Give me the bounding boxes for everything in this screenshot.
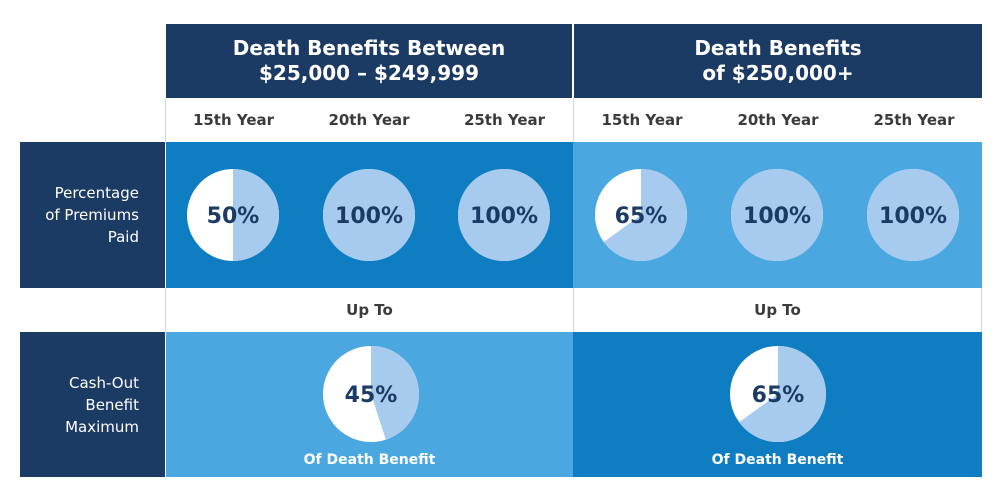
pie-slice [233,169,279,261]
year-label: 20th Year [328,111,410,129]
year-label: 25th Year [873,111,955,129]
pie-premiums-high-25: 100% [866,169,959,261]
row-label-cashout-line2: Benefit [85,395,139,414]
up-to-label-low: Up To [346,301,393,319]
pie-value-label: 45% [345,383,398,408]
up-to-label-high: Up To [754,301,801,319]
pie-value-label: 100% [743,204,811,229]
pie-slice [457,169,550,261]
group-header-low: Death Benefits Between $25,000 – $249,99… [166,24,572,98]
pie-slice [866,169,959,261]
pie-value-label: 100% [335,204,403,229]
row-label-premiums-line3: Paid [107,228,139,246]
group-header-high-line1: Death Benefits [694,36,862,60]
pie-slice [730,169,823,261]
pie-cashout-high: 65% [730,346,826,442]
divider-right-upto [981,288,982,332]
pie-value-label: 100% [879,204,947,229]
divider-middle-top [573,98,574,142]
year-label: 20th Year [737,111,819,129]
pie-cashout-low: 45% [323,346,419,442]
pie-premiums-high-15: 65% [595,169,687,261]
row-label-premiums-line2: of Premiums [45,206,139,224]
year-label: 15th Year [192,111,275,129]
divider-left-upto [165,288,166,332]
row-label-cashout-line3: Maximum [65,417,139,436]
group-header-low-line2: $25,000 – $249,999 [258,61,480,85]
pie-value-label: 65% [752,383,805,408]
group-header-high: Death Benefits of $250,000+ [574,24,982,98]
divider-left [165,98,166,142]
row-label-premiums-line1: Percentage [54,184,139,202]
row-label-premiums: Percentage of Premiums Paid [20,142,165,288]
row-label-cashout-line1: Cash-Out [68,373,139,392]
pie-premiums-low-25: 100% [457,169,550,261]
pie-slice [322,169,415,261]
pie-slice [739,346,826,442]
group-header-high-line2: of $250,000+ [702,61,854,85]
pie-slice [371,346,419,440]
divider-middle-upto [573,288,574,332]
pie-slice [603,169,687,261]
pie-value-label: 65% [615,204,668,229]
pie-premiums-high-20: 100% [730,169,823,261]
group-header-low-line1: Death Benefits Between [232,36,506,60]
cashout-caption-low: Of Death Benefit [303,452,436,468]
pie-value-label: 50% [207,204,260,229]
year-label: 25th Year [463,111,546,129]
row-label-cashout: Cash-Out Benefit Maximum [20,332,165,477]
year-label: 15th Year [601,111,683,129]
cashout-caption-high: Of Death Benefit [711,452,844,468]
pie-premiums-low-20: 100% [322,169,415,261]
pie-premiums-low-15: 50% [187,169,279,261]
pie-value-label: 100% [470,204,538,229]
